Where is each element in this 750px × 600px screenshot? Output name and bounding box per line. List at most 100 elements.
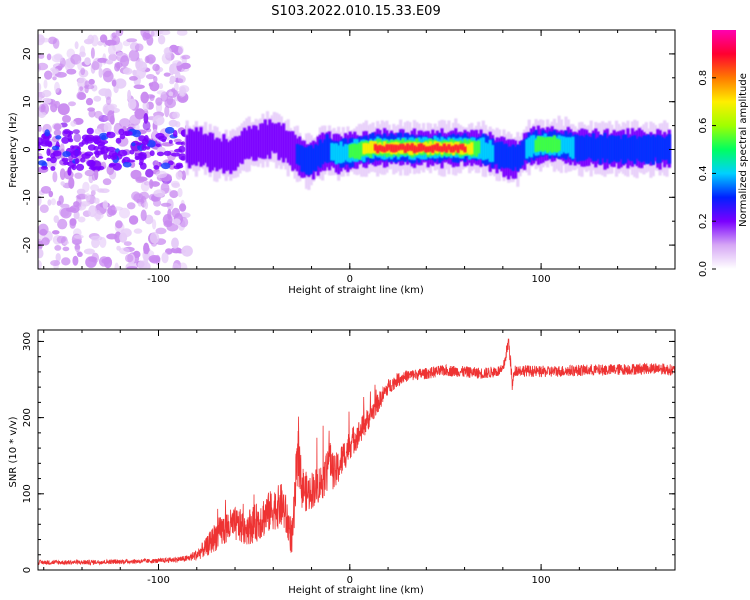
ridge-segment — [321, 142, 325, 165]
noise-blob — [99, 34, 108, 43]
noise-core-blob — [129, 149, 135, 155]
noise-blob — [181, 245, 193, 257]
noise-blob — [155, 30, 164, 35]
noise-blob — [149, 179, 154, 189]
noise-core-blob — [141, 138, 149, 145]
noise-core-blob — [110, 155, 118, 161]
ridge-segment — [238, 135, 242, 163]
noise-core-blob — [178, 153, 187, 161]
noise-blob — [126, 202, 136, 210]
ridge-segment — [394, 144, 398, 152]
colorbar-tick-label: 0.6 — [698, 118, 709, 134]
ridge-segment — [617, 135, 621, 162]
ridge-segment — [353, 143, 357, 159]
ridge-segment — [493, 143, 497, 165]
x-tick-label: -100 — [147, 274, 170, 285]
ridge-segment — [279, 125, 283, 158]
snr-series-line — [38, 338, 675, 566]
ridge-segment — [513, 146, 518, 168]
ridge-segment — [265, 124, 270, 155]
noise-blob — [97, 188, 105, 193]
ridge-segment — [339, 141, 343, 164]
ridge-segment — [644, 135, 648, 164]
ridge-segment — [217, 138, 221, 170]
noise-blob — [48, 190, 54, 198]
ridge-segment — [201, 134, 205, 166]
y-tick-label: 300 — [22, 332, 33, 351]
noise-blob — [181, 170, 187, 181]
ridge-segment — [410, 143, 414, 151]
noise-blob — [47, 199, 52, 206]
noise-core-blob — [44, 129, 50, 137]
ridge-segment — [541, 137, 545, 152]
noise-blob — [54, 81, 60, 93]
noise-blob — [108, 44, 116, 56]
ridge-segment — [417, 143, 421, 152]
ridge-segment — [240, 131, 244, 164]
noise-core-blob — [49, 156, 57, 164]
ridge-segment — [571, 136, 575, 159]
ridge-segment — [440, 146, 444, 153]
noise-blob — [111, 35, 121, 46]
ridge-segment — [268, 119, 272, 159]
noise-blob — [172, 263, 180, 269]
noise-blob — [115, 220, 123, 229]
noise-blob — [164, 98, 176, 109]
noise-blob — [76, 188, 86, 195]
ridge-segment — [362, 143, 366, 155]
ridge-segment — [408, 145, 412, 151]
ridge-segment — [454, 144, 458, 151]
noise-core-blob — [87, 160, 96, 168]
ridge-segment — [525, 139, 529, 159]
noise-blob — [154, 210, 161, 216]
figure-title: S103.2022.010.15.33.E09 — [271, 4, 440, 19]
ridge-segment — [665, 136, 669, 160]
ridge-segment — [536, 136, 540, 152]
ridge-segment — [587, 136, 591, 158]
ridge-segment — [626, 138, 630, 159]
noise-blob — [102, 178, 112, 186]
noise-blob — [133, 193, 144, 203]
ridge-segment — [337, 145, 341, 163]
ridge-segment — [630, 135, 635, 161]
noise-blob — [103, 116, 109, 121]
noise-blob — [179, 217, 189, 228]
colorbar-label: Normalized spectral amplitude — [738, 73, 749, 227]
ridge-segment — [187, 128, 192, 169]
ridge-segment — [318, 139, 322, 168]
noise-blob — [74, 172, 83, 179]
noise-core-blob — [70, 145, 75, 149]
spectrogram-xlabel: Height of straight line (km) — [288, 285, 424, 296]
x-tick-label: -100 — [147, 575, 170, 586]
noise-blob — [103, 122, 112, 133]
ridge-segment — [582, 137, 586, 161]
ridge-segment — [497, 142, 501, 169]
noise-blob — [67, 166, 72, 176]
noise-core-blob — [46, 148, 51, 157]
noise-core-blob — [174, 148, 183, 153]
noise-blob — [119, 247, 130, 255]
ridge-segment — [516, 144, 520, 171]
ridge-segment — [199, 127, 203, 167]
noise-blob — [77, 251, 83, 257]
noise-core-blob — [158, 135, 167, 141]
ridge-segment — [458, 144, 462, 150]
snr-axes: -100 0 100 0 100 200 300 — [22, 330, 675, 586]
ridge-segment — [389, 144, 394, 152]
noise-core-blob — [93, 138, 99, 145]
ridge-segment — [608, 135, 612, 164]
noise-blob — [38, 37, 51, 43]
ridge-segment — [566, 137, 570, 154]
ridge-segment — [543, 137, 547, 151]
ridge-segment — [428, 146, 433, 152]
ridge-segment — [332, 143, 336, 161]
noise-core-blob — [149, 150, 155, 157]
ridge-segment — [529, 135, 534, 158]
noise-blob — [91, 252, 99, 264]
spectrogram-image — [38, 30, 671, 269]
noise-core-blob — [55, 135, 62, 140]
colorbar-tick-label: 0.8 — [698, 70, 709, 86]
noise-blob — [144, 201, 149, 210]
ridge-segment — [270, 122, 274, 152]
ridge-segment — [357, 142, 361, 160]
